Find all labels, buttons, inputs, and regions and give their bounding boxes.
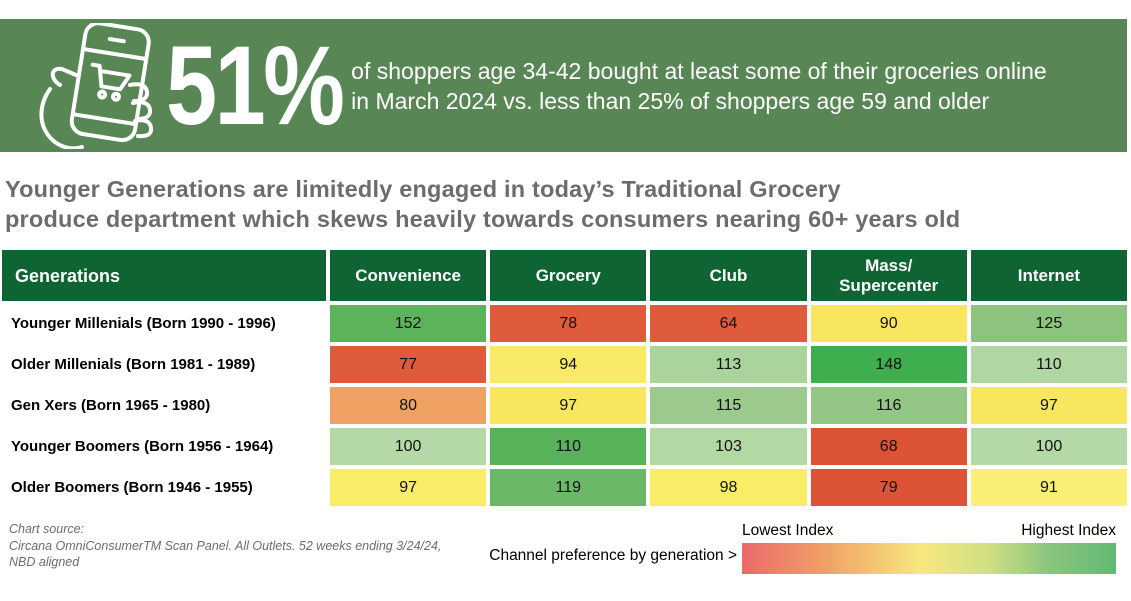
stat-description-line2: in March 2024 vs. less than 25% of shopp… — [351, 87, 990, 114]
column-header: Mass/ Supercenter — [810, 250, 967, 301]
heatmap-cell: 110 — [490, 428, 647, 465]
heatmap-cell: 97 — [330, 469, 487, 506]
heatmap-cell: 100 — [330, 428, 487, 465]
heatmap-cell: 80 — [330, 387, 487, 424]
heatmap-cell: 100 — [970, 428, 1127, 465]
page-title-line2: produce department which skews heavily t… — [5, 206, 961, 232]
row-label: Younger Boomers (Born 1956 - 1964) — [2, 428, 326, 465]
hand-holding-phone-icon — [26, 20, 174, 150]
heatmap-cell: 94 — [490, 346, 647, 383]
stat-value: 51% — [166, 22, 345, 148]
legend-note: Channel preference by generation > — [489, 547, 737, 564]
page-title-line1: Younger Generations are limitedly engage… — [5, 176, 841, 202]
legend-gradient-bar — [742, 543, 1116, 574]
row-label: Gen Xers (Born 1965 - 1980) — [2, 387, 326, 424]
chart-source-line3: NBD aligned — [9, 555, 80, 569]
heatmap-cell: 103 — [650, 428, 807, 465]
index-legend: Lowest Index Highest Index — [742, 522, 1116, 574]
heatmap-cell: 97 — [970, 387, 1127, 424]
heatmap-cell: 110 — [970, 346, 1127, 383]
heatmap-cell: 90 — [810, 305, 967, 342]
heatmap-cell: 152 — [330, 305, 487, 342]
column-header: Convenience — [330, 250, 487, 301]
heatmap-cell: 113 — [650, 346, 807, 383]
column-header: Club — [650, 250, 807, 301]
row-label: Older Millenials (Born 1981 - 1989) — [2, 346, 326, 383]
heatmap-cell: 148 — [810, 346, 967, 383]
heatmap-cell: 77 — [330, 346, 487, 383]
legend-labels: Lowest Index Highest Index — [742, 522, 1116, 540]
column-header-generations: Generations — [2, 250, 326, 301]
heatmap-cell: 78 — [490, 305, 647, 342]
stat-description: of shoppers age 34-42 bought at least so… — [351, 56, 1047, 116]
column-header: Grocery — [490, 250, 647, 301]
column-header: Internet — [970, 250, 1127, 301]
heatmap-cell: 116 — [810, 387, 967, 424]
heatmap-cell: 119 — [490, 469, 647, 506]
heatmap-cell: 125 — [970, 305, 1127, 342]
heatmap-cell: 64 — [650, 305, 807, 342]
legend-highest-label: Highest Index — [1021, 522, 1116, 539]
stat-description-line1: of shoppers age 34-42 bought at least so… — [351, 57, 1047, 84]
chart-source: Chart source: Circana OmniConsumerTM Sca… — [9, 521, 441, 571]
heatmap-cell: 115 — [650, 387, 807, 424]
legend-lowest-label: Lowest Index — [742, 522, 834, 539]
heatmap-cell: 97 — [490, 387, 647, 424]
stat-banner: 51% of shoppers age 34-42 bought at leas… — [0, 19, 1127, 152]
heatmap-cell: 68 — [810, 428, 967, 465]
heatmap-cell: 91 — [970, 469, 1127, 506]
chart-source-line2: Circana OmniConsumerTM Scan Panel. All O… — [9, 538, 442, 553]
row-label: Older Boomers (Born 1946 - 1955) — [2, 469, 326, 506]
heatmap-table: Generations Convenience Grocery Club Mass/ S… — [2, 250, 1127, 506]
heatmap-cell: 79 — [810, 469, 967, 506]
page-title: Younger Generations are limitedly engage… — [5, 174, 960, 234]
heatmap-cell: 98 — [650, 469, 807, 506]
chart-source-line1: Chart source: — [9, 522, 85, 536]
row-label: Younger Millenials (Born 1990 - 1996) — [2, 305, 326, 342]
